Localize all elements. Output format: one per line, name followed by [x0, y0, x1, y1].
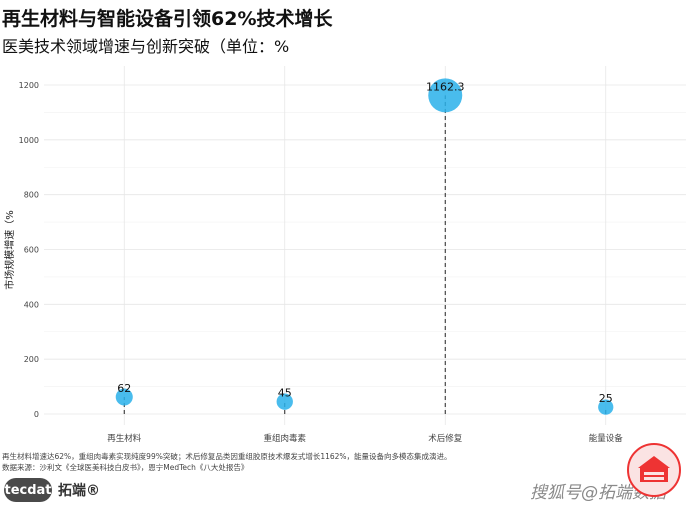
x-tick-label: 重组肉毒素 [263, 433, 306, 444]
scatter-chart: 62 45 1162.3 25 0 200 400 600 800 1000 1200 再生材料 重… [3, 66, 686, 444]
y-tick-label: 1200 [19, 81, 39, 90]
y-tick-label: 0 [34, 410, 39, 419]
y-tick-label: 600 [24, 246, 39, 255]
data-label: 25 [599, 392, 613, 405]
data-label: 45 [278, 387, 292, 400]
y-axis-label: 市场规模增速（% [3, 210, 16, 290]
caption-line-2: 数据来源：沙利文《全球医美科技白皮书》，恩宁MedTech《八大处报告》 [2, 463, 249, 472]
data-point [276, 393, 293, 410]
chart-title: 再生材料与智能设备引领62%技术增长 [2, 8, 333, 30]
data-label: 62 [117, 382, 131, 395]
y-tick-label: 800 [24, 191, 39, 200]
y-tick-label: 200 [24, 355, 39, 364]
data-labels: 62 45 1162.3 25 [117, 80, 613, 405]
y-axis-ticks: 0 200 400 600 800 1000 1200 [19, 81, 39, 419]
x-tick-label: 能量设备 [589, 433, 624, 444]
y-tick-label: 400 [24, 300, 39, 309]
logo-badge: tecdat [4, 478, 52, 502]
brand-logo: tecdat 拓端® [4, 478, 100, 502]
grid-lines [44, 66, 686, 425]
data-point [115, 388, 133, 406]
x-axis-ticks: 再生材料 重组肉毒素 术后修复 能量设备 [107, 433, 623, 444]
red-seal-icon [627, 443, 681, 497]
x-tick-label: 术后修复 [428, 433, 463, 444]
data-points [115, 78, 614, 415]
stem-lines [123, 95, 607, 414]
caption-line-1: 再生材料增速达62%，重组肉毒素实现纯度99%突破；术后修复品类因重组胶原技术爆… [2, 452, 452, 461]
x-tick-label: 再生材料 [107, 433, 142, 444]
data-point [598, 399, 614, 415]
data-point [428, 78, 463, 113]
caption: 再生材料增速达62%，重组肉毒素实现纯度99%突破；术后修复品类因重组胶原技术爆… [2, 451, 452, 473]
chart-subtitle: 医美技术领域增速与创新突破（单位：% [2, 37, 290, 56]
logo-text: 拓端® [58, 483, 100, 499]
y-tick-label: 1000 [19, 136, 39, 145]
data-label: 1162.3 [426, 80, 465, 93]
watermark-text: 搜狐号@拓端数据 [530, 483, 666, 503]
